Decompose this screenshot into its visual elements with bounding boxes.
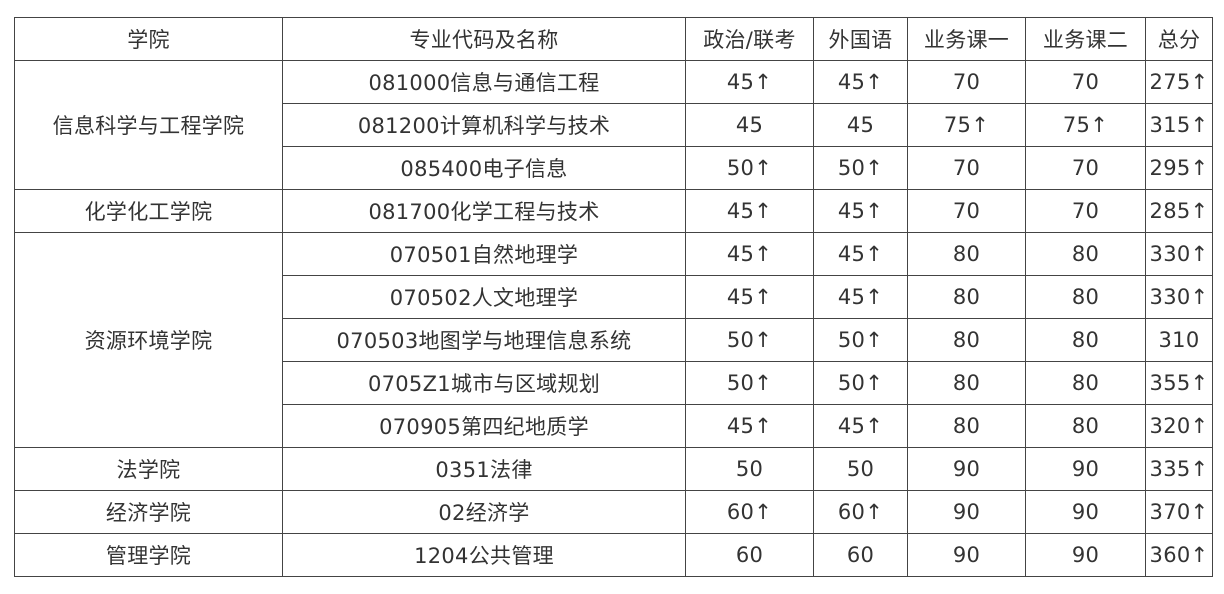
total-score-cell: 355↑ [1145,361,1213,405]
college-cell: 信息科学与工程学院 [14,60,283,190]
total-score-cell: 315↑ [1145,103,1213,147]
politics-score-cell: 45↑ [685,60,814,104]
foreign-language-score-cell: 45↑ [813,404,908,448]
column-header: 业务课二 [1025,17,1146,61]
course1-score-cell: 80 [907,275,1026,319]
politics-score-cell: 50 [685,447,814,491]
politics-score-cell: 45↑ [685,404,814,448]
total-score-cell: 275↑ [1145,60,1213,104]
course1-score-cell: 90 [907,490,1026,534]
table-row: 化学化工学院 081700化学工程与技术 45↑ 45↑ 70 70 285↑ [14,189,1213,233]
course2-score-cell: 80 [1025,275,1146,319]
college-cell: 资源环境学院 [14,232,283,448]
course2-score-cell: 70 [1025,60,1146,104]
course2-score-cell: 80 [1025,318,1146,362]
course2-score-cell: 70 [1025,146,1146,190]
course2-score-cell: 75↑ [1025,103,1146,147]
total-score-cell: 285↑ [1145,189,1213,233]
foreign-language-score-cell: 45↑ [813,189,908,233]
column-header: 总分 [1145,17,1213,61]
college-cell: 管理学院 [14,533,283,577]
course2-score-cell: 90 [1025,447,1146,491]
major-cell: 0351法律 [282,447,686,491]
politics-score-cell: 50↑ [685,318,814,362]
course2-score-cell: 80 [1025,361,1146,405]
table-row: 法学院 0351法律 50 50 90 90 335↑ [14,447,1213,491]
course1-score-cell: 80 [907,404,1026,448]
course1-score-cell: 75↑ [907,103,1026,147]
course1-score-cell: 80 [907,232,1026,276]
major-cell: 085400电子信息 [282,146,686,190]
politics-score-cell: 45↑ [685,275,814,319]
foreign-language-score-cell: 50 [813,447,908,491]
foreign-language-score-cell: 50↑ [813,318,908,362]
column-header: 外国语 [813,17,908,61]
total-score-cell: 360↑ [1145,533,1213,577]
total-score-cell: 310 [1145,318,1213,362]
table-row: 经济学院 02经济学 60↑ 60↑ 90 90 370↑ [14,490,1213,534]
course1-score-cell: 70 [907,146,1026,190]
course1-score-cell: 80 [907,318,1026,362]
foreign-language-score-cell: 45↑ [813,232,908,276]
total-score-cell: 370↑ [1145,490,1213,534]
course2-score-cell: 90 [1025,490,1146,534]
foreign-language-score-cell: 60 [813,533,908,577]
header-row: 学院 专业代码及名称 政治/联考 外国语 业务课一 业务课二 总分 [14,17,1213,61]
politics-score-cell: 50↑ [685,146,814,190]
column-header: 学院 [14,17,283,61]
major-cell: 0705Z1城市与区域规划 [282,361,686,405]
politics-score-cell: 60↑ [685,490,814,534]
course1-score-cell: 90 [907,533,1026,577]
foreign-language-score-cell: 45↑ [813,60,908,104]
major-cell: 070905第四纪地质学 [282,404,686,448]
column-header: 业务课一 [907,17,1026,61]
total-score-cell: 330↑ [1145,275,1213,319]
foreign-language-score-cell: 45↑ [813,275,908,319]
course1-score-cell: 70 [907,189,1026,233]
course2-score-cell: 80 [1025,232,1146,276]
course2-score-cell: 70 [1025,189,1146,233]
college-cell: 法学院 [14,447,283,491]
major-cell: 081700化学工程与技术 [282,189,686,233]
politics-score-cell: 60 [685,533,814,577]
major-cell: 02经济学 [282,490,686,534]
column-header: 政治/联考 [685,17,814,61]
foreign-language-score-cell: 45 [813,103,908,147]
total-score-cell: 335↑ [1145,447,1213,491]
table-row: 0705Z1城市与区域规划 50↑ 50↑ 80 80 355↑ [15,361,1213,405]
column-header: 专业代码及名称 [282,17,686,61]
table-row: 070502人文地理学 45↑ 45↑ 80 80 330↑ [15,275,1213,319]
college-cell: 经济学院 [14,490,283,534]
foreign-language-score-cell: 60↑ [813,490,908,534]
college-cell: 化学化工学院 [14,189,283,233]
foreign-language-score-cell: 50↑ [813,146,908,190]
major-cell: 070501自然地理学 [282,232,686,276]
major-cell: 081200计算机科学与技术 [282,103,686,147]
politics-score-cell: 45↑ [685,232,814,276]
course1-score-cell: 90 [907,447,1026,491]
politics-score-cell: 50↑ [685,361,814,405]
total-score-cell: 320↑ [1145,404,1213,448]
major-cell: 070503地图学与地理信息系统 [282,318,686,362]
course2-score-cell: 90 [1025,533,1146,577]
table-row: 管理学院 1204公共管理 60 60 90 90 360↑ [14,533,1213,577]
major-cell: 1204公共管理 [282,533,686,577]
politics-score-cell: 45↑ [685,189,814,233]
course1-score-cell: 80 [907,361,1026,405]
foreign-language-score-cell: 50↑ [813,361,908,405]
major-cell: 081000信息与通信工程 [282,60,686,104]
course1-score-cell: 70 [907,60,1026,104]
total-score-cell: 330↑ [1145,232,1213,276]
table-row: 070503地图学与地理信息系统 50↑ 50↑ 80 80 310 [15,318,1213,362]
politics-score-cell: 45 [685,103,814,147]
total-score-cell: 295↑ [1145,146,1213,190]
table-row: 资源环境学院 070501自然地理学 45↑ 45↑ 80 80 330↑ [14,232,1213,448]
table-row: 070905第四纪地质学 45↑ 45↑ 80 80 320↑ [15,404,1213,448]
course2-score-cell: 80 [1025,404,1146,448]
table-row: 信息科学与工程学院 081000信息与通信工程 45↑ 45↑ 70 70 275↑ [14,60,1213,190]
major-cell: 070502人文地理学 [282,275,686,319]
score-table: 学院 专业代码及名称 政治/联考 外国语 业务课一 业务课二 总分 信息科学与工程学院 081… [14,17,1213,577]
